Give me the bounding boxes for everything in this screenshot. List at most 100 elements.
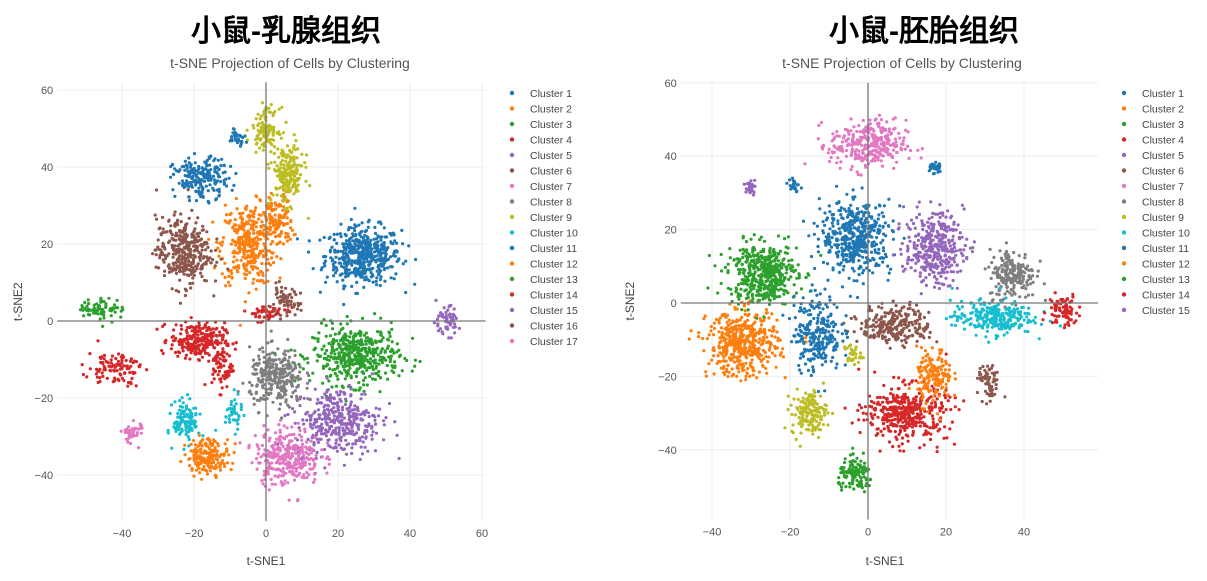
data-point bbox=[375, 254, 379, 258]
data-point bbox=[379, 238, 383, 242]
data-point bbox=[373, 225, 377, 229]
data-point bbox=[361, 249, 365, 253]
data-point bbox=[844, 234, 848, 238]
data-point bbox=[273, 213, 277, 217]
data-point bbox=[255, 244, 259, 248]
data-point bbox=[353, 229, 357, 233]
data-point bbox=[247, 215, 251, 219]
data-point bbox=[227, 221, 231, 225]
data-point bbox=[354, 274, 358, 278]
data-point bbox=[292, 233, 296, 237]
data-point bbox=[404, 290, 408, 295]
data-point bbox=[746, 367, 750, 371]
data-point bbox=[354, 232, 358, 237]
data-point bbox=[259, 270, 263, 274]
data-point bbox=[812, 221, 816, 225]
data-point bbox=[871, 256, 875, 260]
data-point bbox=[414, 257, 418, 262]
data-point bbox=[362, 256, 366, 261]
data-point bbox=[764, 355, 768, 359]
data-point bbox=[863, 210, 868, 215]
data-point bbox=[852, 279, 856, 283]
data-point bbox=[851, 197, 856, 201]
data-point bbox=[249, 227, 253, 231]
data-point bbox=[837, 227, 841, 231]
data-point bbox=[877, 213, 881, 217]
data-point bbox=[240, 221, 244, 225]
data-point bbox=[841, 236, 845, 240]
data-point bbox=[846, 224, 851, 228]
data-point bbox=[337, 257, 341, 261]
data-point bbox=[861, 282, 865, 286]
data-point bbox=[269, 242, 273, 246]
data-point bbox=[353, 223, 357, 227]
data-point bbox=[344, 254, 348, 258]
data-point bbox=[891, 219, 895, 223]
data-point bbox=[697, 331, 701, 335]
data-point bbox=[268, 228, 272, 232]
data-point bbox=[335, 241, 339, 245]
data-point bbox=[333, 248, 337, 252]
data-point bbox=[835, 246, 840, 250]
data-point bbox=[269, 218, 273, 222]
data-point bbox=[362, 285, 366, 289]
data-point bbox=[351, 234, 355, 238]
x-tick-label: 60 bbox=[476, 528, 488, 540]
data-point bbox=[394, 272, 398, 276]
data-point bbox=[836, 219, 840, 223]
data-point bbox=[813, 266, 817, 271]
data-point bbox=[347, 268, 351, 272]
data-point bbox=[879, 241, 883, 245]
data-point bbox=[831, 224, 835, 228]
data-point bbox=[343, 268, 347, 272]
data-point bbox=[726, 374, 730, 379]
data-point bbox=[366, 225, 370, 229]
data-point bbox=[852, 269, 856, 273]
data-point bbox=[372, 243, 377, 247]
data-point bbox=[860, 230, 864, 234]
data-point bbox=[373, 231, 378, 235]
data-point bbox=[382, 247, 386, 252]
data-point bbox=[350, 271, 354, 275]
data-point bbox=[840, 216, 844, 220]
data-point bbox=[218, 241, 222, 245]
data-point bbox=[862, 214, 866, 218]
data-point bbox=[883, 221, 887, 225]
data-point bbox=[286, 232, 290, 236]
data-point bbox=[342, 262, 347, 266]
data-point bbox=[339, 222, 343, 226]
data-point bbox=[230, 275, 234, 279]
data-point bbox=[341, 251, 346, 256]
data-point bbox=[393, 239, 397, 243]
data-point bbox=[821, 229, 825, 233]
data-point bbox=[342, 302, 346, 307]
data-point bbox=[271, 261, 276, 265]
data-point bbox=[254, 240, 258, 244]
data-point bbox=[804, 336, 808, 340]
data-point bbox=[881, 214, 886, 219]
data-point bbox=[859, 249, 863, 253]
data-point bbox=[284, 235, 288, 239]
data-point bbox=[844, 209, 848, 213]
data-point bbox=[369, 249, 373, 253]
data-point bbox=[277, 223, 281, 227]
data-point bbox=[363, 278, 367, 282]
data-point bbox=[254, 206, 258, 210]
data-point bbox=[257, 217, 261, 221]
data-point bbox=[261, 249, 265, 253]
data-point bbox=[761, 357, 766, 361]
data-point bbox=[331, 258, 335, 262]
data-point bbox=[886, 278, 890, 282]
data-point bbox=[757, 340, 761, 344]
data-point bbox=[395, 250, 399, 254]
x-tick-label: 0 bbox=[263, 528, 269, 540]
data-point bbox=[355, 250, 359, 254]
data-point bbox=[848, 294, 853, 298]
x-tick-label: −40 bbox=[703, 527, 722, 539]
data-point bbox=[391, 242, 395, 246]
data-point bbox=[238, 323, 242, 327]
data-point bbox=[343, 232, 347, 236]
data-point bbox=[881, 249, 886, 253]
data-point bbox=[248, 237, 252, 241]
data-point bbox=[244, 273, 249, 277]
